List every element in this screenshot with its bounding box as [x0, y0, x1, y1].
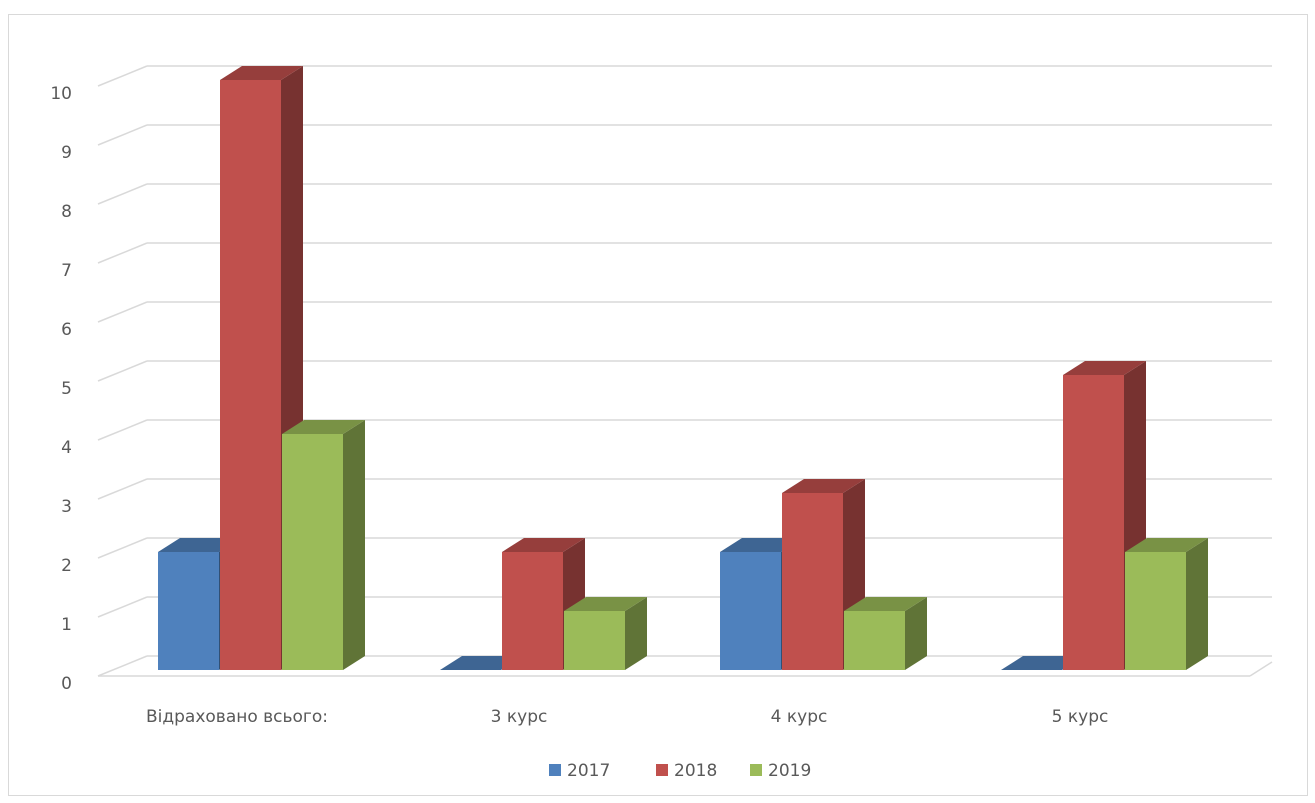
- floor-edge-depth: [1249, 661, 1273, 677]
- gridline-depth: [97, 596, 148, 618]
- legend-swatch: [656, 764, 668, 776]
- legend-swatch: [549, 764, 561, 776]
- legend-item-2017: 2017: [549, 761, 610, 781]
- y-tick-label: 5: [61, 379, 72, 399]
- y-tick-label: 10: [50, 84, 72, 104]
- gridline-depth: [97, 419, 148, 441]
- category-label: 3 курс: [491, 707, 548, 727]
- legend-swatch: [750, 764, 762, 776]
- legend-label: 2018: [674, 761, 717, 781]
- category-labels: Відраховано всього: 3 курс 4 курс 5 курс: [146, 707, 1108, 727]
- gridline-depth: [97, 655, 148, 677]
- gridline-depth: [97, 65, 148, 87]
- y-tick-label: 8: [61, 202, 72, 222]
- y-tick-label: 3: [61, 497, 72, 517]
- gridline-depth: [97, 301, 148, 323]
- bars: [158, 66, 1208, 670]
- y-tick-label: 7: [61, 261, 72, 281]
- y-tick-label: 2: [61, 556, 72, 576]
- y-tick-label: 4: [61, 438, 72, 458]
- legend-label: 2019: [768, 761, 811, 781]
- category-label: Відраховано всього:: [146, 707, 328, 727]
- bar-2019-1: [282, 420, 365, 670]
- y-tick-label: 1: [61, 615, 72, 635]
- gridline-depth: [97, 478, 148, 500]
- gridline-depth: [97, 360, 148, 382]
- gridline-depth: [97, 124, 148, 146]
- legend: 2017 2018 2019: [549, 761, 811, 781]
- gridline-depth: [97, 537, 148, 559]
- legend-item-2018: 2018: [656, 761, 717, 781]
- y-tick-label: 0: [61, 674, 72, 694]
- bar-2019-4: [1125, 538, 1208, 670]
- gridline-depth: [97, 242, 148, 264]
- y-axis-ticks: 0 1 2 3 4 5 6 7 8 9 10: [50, 84, 72, 694]
- y-tick-label: 9: [61, 143, 72, 163]
- category-label: 5 курс: [1052, 707, 1109, 727]
- bar-2019-3: [844, 597, 927, 670]
- bar-2019-2: [564, 597, 647, 670]
- legend-label: 2017: [567, 761, 610, 781]
- category-label: 4 курс: [771, 707, 828, 727]
- legend-item-2019: 2019: [750, 761, 811, 781]
- y-tick-label: 6: [61, 320, 72, 340]
- gridline-depth: [97, 183, 148, 205]
